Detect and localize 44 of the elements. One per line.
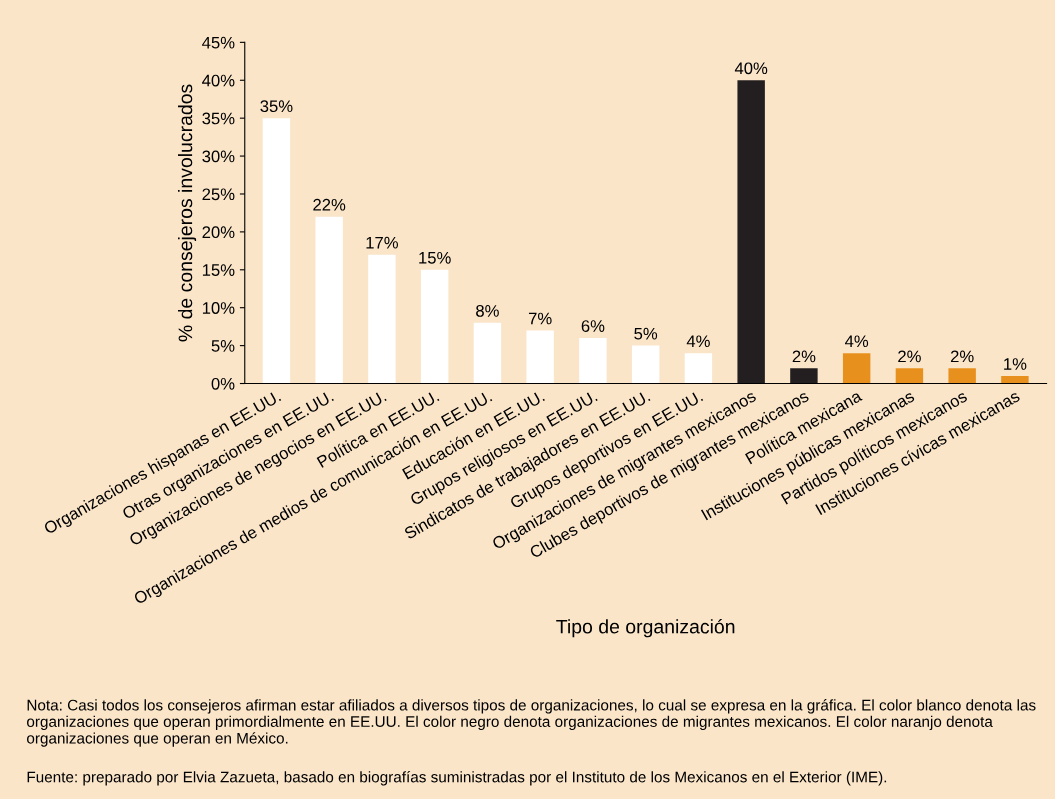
bar — [368, 254, 396, 384]
y-tick-label: 35% — [202, 112, 235, 125]
y-tick-label: 20% — [202, 226, 235, 239]
y-axis-title: % de consejeros involucrados — [178, 84, 197, 342]
data-label: 2% — [950, 350, 974, 363]
bar — [737, 80, 765, 384]
bar — [1001, 375, 1029, 384]
y-tick-label: 30% — [202, 150, 235, 163]
data-label: 40% — [734, 62, 768, 75]
data-label: 15% — [419, 251, 451, 264]
data-label: 1% — [1004, 358, 1027, 370]
y-tick-label: 25% — [202, 188, 235, 201]
y-tick-label: 0% — [211, 377, 235, 390]
bar — [262, 118, 291, 384]
bar — [579, 338, 607, 384]
data-label: 22% — [313, 198, 346, 211]
data-label: 8% — [476, 304, 499, 317]
data-label: 2% — [898, 350, 921, 363]
data-label: 2% — [792, 350, 816, 363]
bar — [473, 322, 502, 384]
y-tick-label: 40% — [202, 74, 235, 87]
bar — [684, 353, 713, 384]
data-label: 17% — [366, 236, 398, 249]
bar — [790, 368, 818, 384]
data-label: 6% — [581, 320, 605, 332]
bar — [526, 330, 554, 384]
y-tick-label: 10% — [202, 302, 235, 314]
bar — [895, 368, 924, 384]
data-label: 7% — [528, 312, 552, 325]
text: Nota: Casi todos los consejeros afirman estar afiliados a diversos tipos de organizaciones, lo cual se expresa en la gráfica. El color blanco denota las organizaciones que operan primordialmente en EE.UU. El color negro denota organizaciones de migrantes mexicanos. El color naranjo denota organizaciones que operan en México. — [27, 699, 1036, 747]
data-label: 35% — [260, 100, 293, 113]
bar — [948, 368, 976, 384]
bar — [842, 353, 871, 384]
y-tick-label: 15% — [202, 264, 235, 276]
bar — [315, 216, 343, 384]
y-tick-label: 45% — [202, 36, 235, 49]
data-label: 4% — [845, 335, 869, 348]
x-axis-title: Tipo de organización — [556, 619, 735, 638]
bar — [631, 345, 660, 384]
data-label: 5% — [634, 327, 658, 340]
bar — [420, 269, 449, 384]
source-note: Fuente: preparado por Elvia Zazueta, basado en biografías suministradas por el Instituto de los Mexicanos en el Exterior (IME). — [27, 771, 887, 786]
data-label: 4% — [686, 335, 710, 348]
y-tick-label: 5% — [211, 340, 235, 352]
